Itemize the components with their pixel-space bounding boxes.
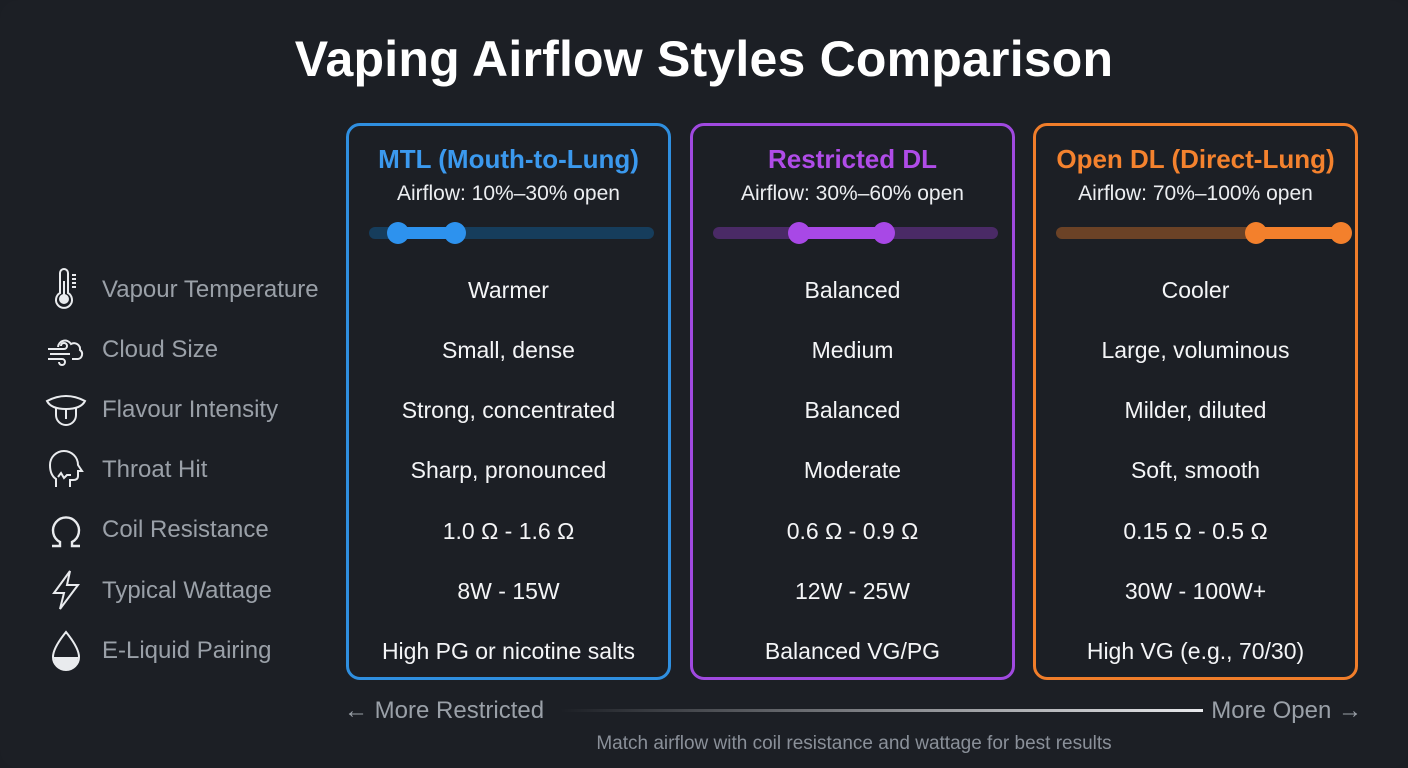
airflow-slider [713,222,998,244]
page-title: Vaping Airflow Styles Comparison [294,31,1114,87]
cell-cloud-size: Large, voluminous [1101,337,1290,363]
column-title: MTL (Mouth-to-Lung) [378,144,639,174]
tongue-icon [44,387,88,431]
row-label-typical-wattage: Typical Wattage [102,577,272,604]
airflow-slider [369,222,654,244]
cell-typical-wattage: 8W - 15W [457,578,560,604]
thermometer-icon [44,267,88,311]
cell-e-liquid-pairing: High PG or nicotine salts [381,638,636,664]
cell-throat-hit: Soft, smooth [1130,457,1261,483]
column-title: Restricted DL [767,144,938,174]
cell-coil-resistance: 0.6 Ω - 0.9 Ω [786,518,919,544]
slider-knob-min [386,222,409,244]
throat-icon [44,447,88,491]
cell-typical-wattage: 12W - 25W [794,578,911,604]
airflow-range: Airflow: 10%–30% open [397,182,620,205]
slider-knob-min [1244,222,1267,244]
row-label-e-liquid-pairing: E-Liquid Pairing [102,637,272,664]
cell-coil-resistance: 1.0 Ω - 1.6 Ω [442,518,575,544]
row-label-vapour-temperature: Vapour Temperature [102,276,319,303]
cell-flavour-intensity: Milder, diluted [1124,397,1267,423]
slider-knob-max [443,222,466,244]
slider-fill [1255,227,1341,239]
slider-fill [397,227,455,239]
row-label-flavour-intensity: Flavour Intensity [102,396,279,423]
column-card-open-dl: Open DL (Direct-Lung) Airflow: 70%–100% … [1033,123,1358,680]
cell-coil-resistance: 0.15 Ω - 0.5 Ω [1123,518,1268,544]
row-label-coil-resistance: Coil Resistance [102,516,269,543]
scale-right-label: More Open → [1211,697,1362,724]
slider-knob-min [787,222,810,244]
ohm-icon [44,508,88,552]
scale-gradient-line [560,709,1203,712]
lightning-icon [44,568,88,612]
slider-knob-max [873,222,895,244]
footer-note: Match airflow with coil resistance and w… [596,733,1112,754]
cell-cloud-size: Small, dense [442,337,575,363]
row-label-throat-hit: Throat Hit [102,456,208,483]
droplet-icon [44,628,88,672]
airflow-slider [1056,222,1352,244]
column-title: Open DL (Direct-Lung) [1056,144,1335,174]
cell-vapour-temperature: Cooler [1161,277,1230,303]
cell-typical-wattage: 30W - 100W+ [1124,578,1267,604]
cell-e-liquid-pairing: Balanced VG/PG [764,638,941,664]
cell-throat-hit: Sharp, pronounced [410,457,607,483]
cell-e-liquid-pairing: High VG (e.g., 70/30) [1086,638,1305,664]
cell-throat-hit: Moderate [803,457,902,483]
cell-vapour-temperature: Warmer [468,277,549,303]
cell-cloud-size: Medium [811,337,894,363]
column-card-restricted-dl: Restricted DL Airflow: 30%–60% open Bala… [690,123,1015,680]
slider-fill [798,227,884,239]
cell-vapour-temperature: Balanced [804,277,901,303]
cell-flavour-intensity: Balanced [804,397,901,423]
slider-knob-max [1330,222,1352,244]
airflow-range: Airflow: 30%–60% open [741,182,964,205]
row-label-cloud-size: Cloud Size [102,336,219,363]
column-card-mtl: MTL (Mouth-to-Lung) Airflow: 10%–30% ope… [346,123,671,680]
airflow-range: Airflow: 70%–100% open [1078,182,1313,205]
cloud-wind-icon [44,327,88,371]
scale-left-label: ← More Restricted [344,697,545,724]
cell-flavour-intensity: Strong, concentrated [401,397,616,423]
